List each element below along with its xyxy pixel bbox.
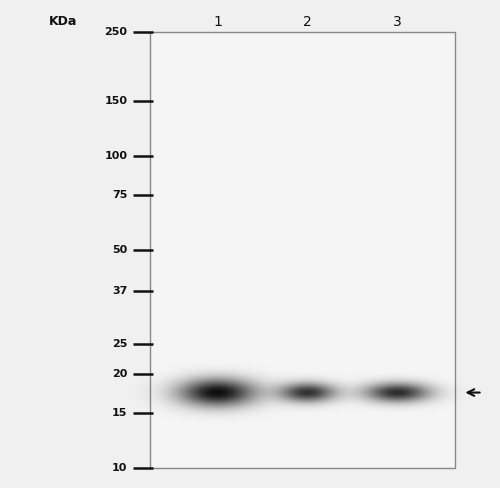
Text: 2: 2 [303,15,312,29]
Text: 250: 250 [104,27,128,37]
Bar [150,32,455,468]
Text: 15: 15 [112,408,128,419]
Text: 1: 1 [213,15,222,29]
Text: 25: 25 [112,339,128,349]
Text: KDa: KDa [49,16,78,28]
Text: 20: 20 [112,369,128,380]
Text: 100: 100 [104,151,128,161]
Text: 50: 50 [112,245,128,255]
Text: 3: 3 [393,15,402,29]
Text: 75: 75 [112,190,128,200]
Text: 10: 10 [112,464,128,473]
Text: 37: 37 [112,286,128,296]
Text: 150: 150 [104,96,128,106]
